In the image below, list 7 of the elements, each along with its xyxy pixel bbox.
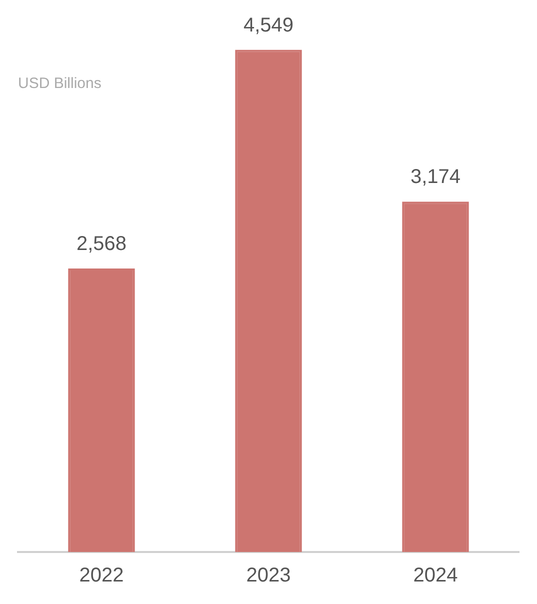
x-tick-label: 2024 — [413, 564, 458, 587]
data-label: 3,174 — [410, 166, 461, 188]
data-label: 2,568 — [76, 233, 127, 256]
y-axis-title: USD Billions — [18, 75, 102, 92]
x-tick-label: 2022 — [79, 564, 124, 587]
x-tick-label: 2023 — [246, 564, 291, 587]
data-label: 4,549 — [243, 14, 294, 36]
